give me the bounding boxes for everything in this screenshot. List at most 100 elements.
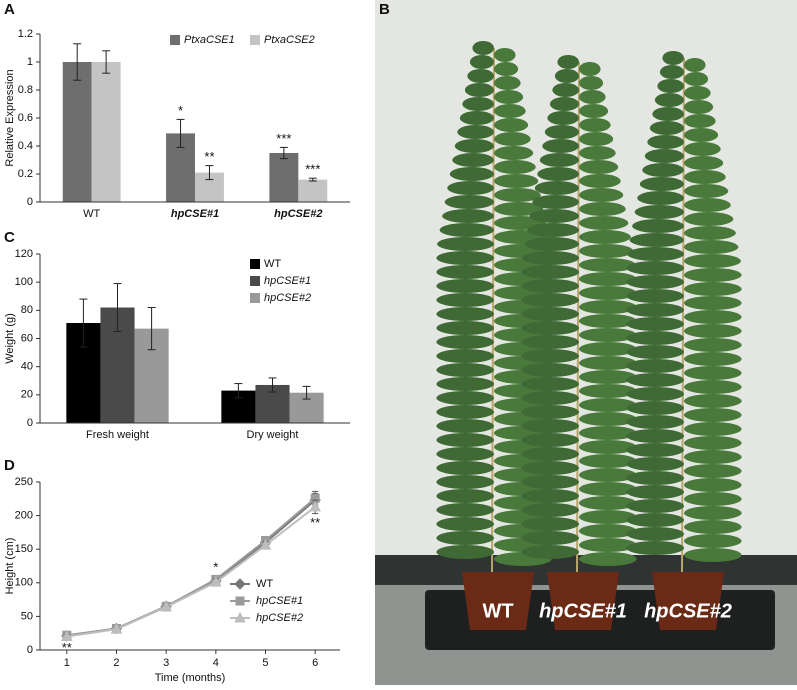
leaf	[521, 489, 579, 503]
y-axis-label: Height (cm)	[4, 538, 16, 595]
leaf	[659, 65, 684, 79]
leaf	[626, 457, 684, 471]
leaf	[626, 331, 684, 345]
y-tick-label: 40	[21, 361, 33, 373]
marker	[209, 576, 222, 587]
leaf	[467, 69, 494, 83]
legend-label: WT	[256, 578, 273, 590]
leaf	[626, 303, 684, 317]
leaf	[642, 163, 684, 177]
leaf	[579, 398, 637, 412]
leaf	[436, 321, 495, 335]
leaf	[521, 335, 579, 349]
error-bar	[308, 177, 317, 182]
y-axis-label: Relative Expression	[4, 69, 16, 166]
leaf	[626, 373, 684, 387]
pot-label: hpCSE#2	[644, 600, 732, 622]
leaf	[521, 279, 579, 293]
x-tick-label: WT	[83, 208, 100, 220]
leaf	[684, 226, 736, 240]
legend-label: hpCSE#2	[264, 292, 311, 304]
leaf	[436, 475, 495, 489]
pot	[547, 572, 619, 630]
leaf	[626, 317, 684, 331]
leaf	[437, 237, 494, 251]
leaf	[494, 62, 519, 76]
leaf	[494, 174, 539, 188]
legend-swatch	[250, 259, 260, 269]
marker	[309, 500, 322, 512]
y-tick-label: 0	[27, 644, 33, 656]
leaf	[542, 139, 579, 153]
marker	[234, 578, 246, 590]
leaf	[684, 212, 734, 226]
leaf	[684, 184, 729, 198]
legend-swatch	[170, 35, 180, 45]
leaf	[521, 531, 579, 545]
leaf	[684, 408, 742, 422]
leaf	[579, 216, 629, 230]
leaf	[521, 461, 579, 475]
leaf	[684, 142, 721, 156]
leaf	[521, 377, 579, 391]
y-tick-label: 120	[15, 248, 33, 260]
y-tick-label: 0.8	[18, 84, 33, 96]
leaf	[579, 272, 637, 286]
leaf	[579, 552, 637, 566]
leaf	[436, 531, 495, 545]
marker	[259, 539, 272, 550]
y-tick-label: 100	[15, 577, 33, 589]
panel-label: C	[4, 229, 15, 246]
significance: **	[204, 149, 214, 164]
leaf	[524, 237, 579, 251]
legend-label: hpCSE#1	[264, 275, 311, 287]
x-tick-label: 1	[64, 657, 70, 669]
leaf	[436, 503, 495, 517]
leaf	[521, 405, 579, 419]
leaf	[544, 125, 580, 139]
leaf	[521, 307, 579, 321]
leaf	[684, 100, 714, 114]
leaf	[626, 415, 684, 429]
marker	[234, 611, 246, 623]
leaf	[494, 132, 531, 146]
leaf	[579, 104, 609, 118]
leaf	[579, 286, 637, 300]
x-tick-label: 2	[113, 657, 119, 669]
leaf	[684, 86, 711, 100]
leaf	[579, 384, 637, 398]
leaf	[579, 258, 636, 272]
leaf	[521, 293, 579, 307]
leaf	[654, 93, 684, 107]
leaf	[684, 114, 716, 128]
y-tick-label: 1	[27, 56, 33, 68]
leaf	[494, 90, 524, 104]
leaf	[629, 233, 684, 247]
leaf	[457, 125, 495, 139]
error-bar	[102, 50, 111, 74]
leaf	[494, 146, 534, 160]
stem	[681, 57, 685, 576]
leaf	[626, 513, 684, 527]
leaf	[521, 265, 579, 279]
leaf	[684, 58, 706, 72]
leaf	[579, 538, 637, 552]
leaf	[436, 335, 495, 349]
panel-label: B	[379, 1, 390, 18]
leaf	[436, 377, 495, 391]
leaf	[684, 72, 709, 86]
leaf	[464, 83, 495, 97]
panel-label: A	[4, 1, 15, 18]
y-tick-label: 20	[21, 389, 33, 401]
leaf	[532, 195, 579, 209]
leaf	[557, 55, 579, 69]
leaf	[684, 380, 742, 394]
error-bar	[113, 283, 122, 332]
legend-label: PtxaCSE1	[184, 34, 235, 46]
leaf	[552, 83, 579, 97]
leaf	[579, 314, 637, 328]
leaf	[436, 307, 495, 321]
leaf	[684, 464, 742, 478]
leaf	[639, 177, 684, 191]
leaf	[626, 289, 684, 303]
